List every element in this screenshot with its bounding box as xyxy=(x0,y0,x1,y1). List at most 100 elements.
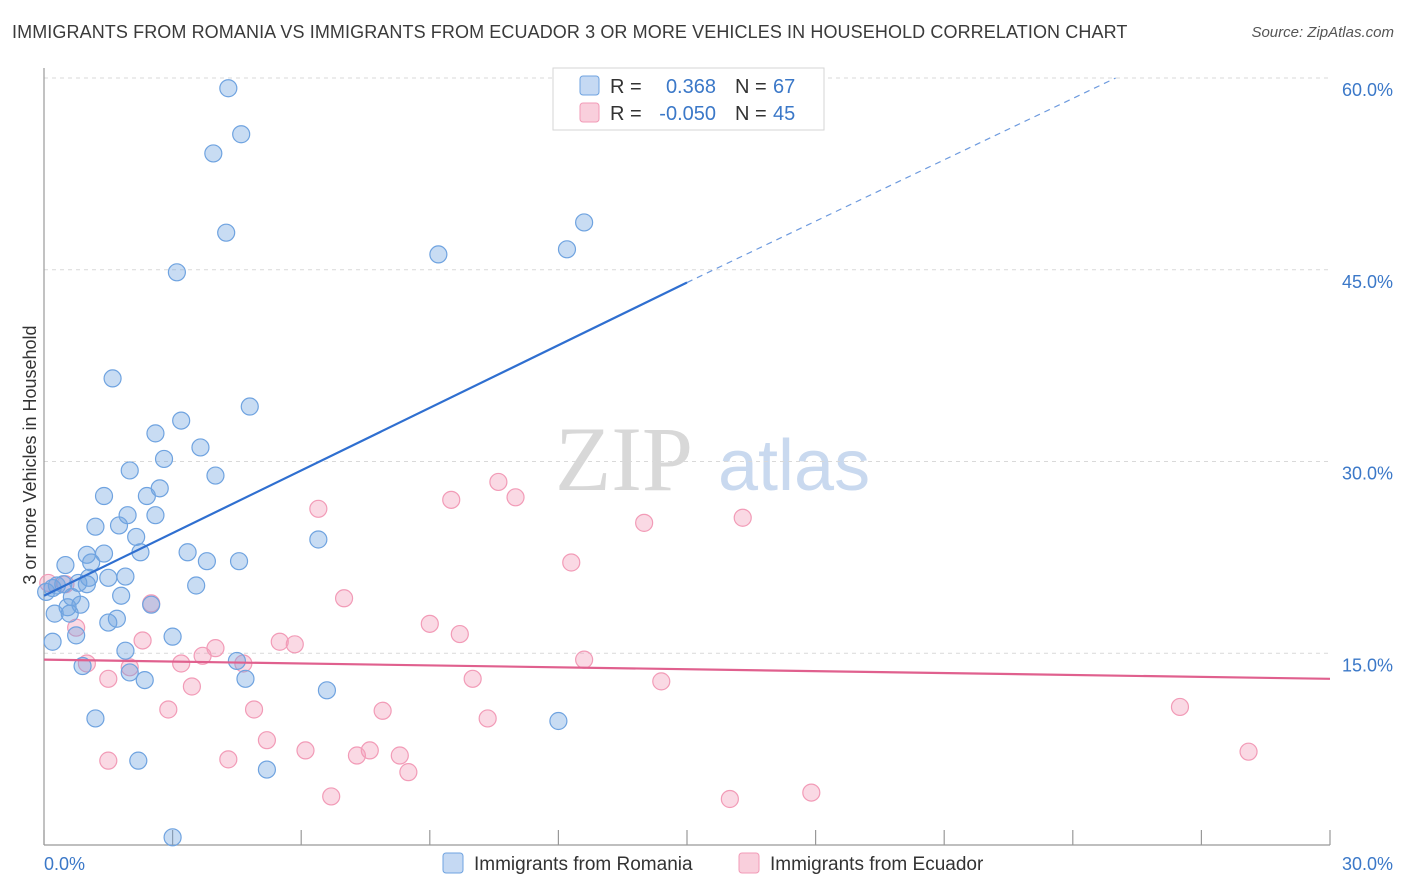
romania-point xyxy=(116,567,135,586)
ecuador-point xyxy=(120,658,139,677)
romania-point xyxy=(154,449,174,469)
series-legend-label-ecuador: Immigrants from Ecuador xyxy=(770,854,984,875)
romania-point xyxy=(549,711,568,731)
ecuador-point xyxy=(296,741,315,760)
legend-n-value-ecuador: 45 xyxy=(773,103,795,125)
ecuador-point xyxy=(390,746,409,765)
romania-point xyxy=(172,411,191,430)
ecuador-points xyxy=(39,472,1258,809)
romania-point xyxy=(127,527,146,547)
legend-swatch-romania xyxy=(579,75,600,96)
romania-point xyxy=(178,543,197,562)
ecuador-point xyxy=(159,700,178,719)
romania-point xyxy=(217,223,236,242)
ecuador-point xyxy=(373,701,392,720)
y-tick-labels: 15.0% 30.0% 45.0% 60.0% xyxy=(1342,80,1393,675)
ecuador-point xyxy=(478,709,497,728)
ecuador-point xyxy=(270,632,289,651)
watermark-zip: ZIP xyxy=(555,408,693,510)
y-tick-label: 45.0% xyxy=(1342,272,1393,292)
romania-point xyxy=(240,397,259,416)
ecuador-point xyxy=(450,624,469,644)
ecuador-point xyxy=(1170,697,1190,717)
romania-point xyxy=(112,586,131,605)
ecuador-point xyxy=(322,787,341,806)
ecuador-point xyxy=(285,635,304,654)
y-tick-label: 15.0% xyxy=(1342,655,1393,675)
romania-point xyxy=(73,656,92,676)
ecuador-point xyxy=(802,783,821,802)
romania-point xyxy=(135,670,154,690)
ecuador-point xyxy=(733,508,752,527)
legend-r-value-romania: 0.368 xyxy=(666,76,716,98)
romania-trendline-extension xyxy=(686,77,1116,284)
legend-n-value-romania: 67 xyxy=(773,76,795,98)
romania-point xyxy=(163,627,182,646)
ecuador-point xyxy=(309,499,328,518)
romania-point xyxy=(167,263,186,282)
romania-points xyxy=(37,79,594,847)
romania-point xyxy=(232,125,251,144)
romania-point xyxy=(43,632,62,651)
romania-point xyxy=(309,530,328,549)
legend-r-value-ecuador: -0.050 xyxy=(659,103,716,125)
legend-n-label-romania: N = xyxy=(735,76,767,98)
ecuador-point xyxy=(99,669,118,688)
series-legend-label-romania: Immigrants from Romania xyxy=(474,854,693,875)
ecuador-point xyxy=(133,631,152,650)
romania-point xyxy=(191,438,210,457)
romania-point xyxy=(142,595,161,614)
ecuador-point xyxy=(652,672,671,691)
series-legend-swatch-ecuador xyxy=(738,852,760,874)
romania-point xyxy=(429,245,448,264)
x-tick-label-min: 0.0% xyxy=(44,854,85,874)
romania-point xyxy=(257,760,277,779)
romania-point xyxy=(137,486,156,506)
romania-point xyxy=(575,213,594,232)
trendlines xyxy=(43,77,1331,680)
ecuador-point xyxy=(334,589,354,608)
ecuador-point xyxy=(506,488,525,507)
romania-point xyxy=(219,79,238,98)
romania-point xyxy=(120,461,139,480)
romania-point xyxy=(163,828,182,847)
romania-point xyxy=(236,669,255,688)
ecuador-point xyxy=(442,490,461,509)
y-tick-label: 30.0% xyxy=(1342,464,1393,484)
source-label: Source: ZipAtlas.com xyxy=(1251,24,1394,41)
romania-point xyxy=(129,751,148,770)
ecuador-point xyxy=(463,669,482,688)
chart-title: IMMIGRANTS FROM ROMANIA VS IMMIGRANTS FR… xyxy=(12,22,1128,42)
ecuador-trendline xyxy=(43,658,1331,680)
romania-trendline xyxy=(43,281,688,597)
ecuador-point xyxy=(182,677,201,696)
ecuador-point xyxy=(489,472,508,492)
watermark-atlas: atlas xyxy=(718,426,870,506)
ecuador-point xyxy=(347,746,367,765)
romania-point xyxy=(37,582,56,601)
ecuador-point xyxy=(219,750,238,769)
ecuador-point xyxy=(244,700,264,719)
romania-point xyxy=(82,553,101,572)
romania-point xyxy=(86,709,105,728)
romania-point xyxy=(86,517,105,536)
romania-point xyxy=(56,555,75,575)
ecuador-point xyxy=(1239,742,1258,761)
romania-point xyxy=(187,576,206,595)
romania-point xyxy=(146,424,165,443)
ecuador-point xyxy=(635,513,654,532)
romania-point xyxy=(206,466,225,485)
romania-point xyxy=(317,681,337,700)
x-ticks xyxy=(43,830,1331,845)
romania-point xyxy=(99,613,118,632)
romania-point xyxy=(94,486,114,506)
ecuador-point xyxy=(420,614,439,633)
ecuador-point xyxy=(257,731,277,750)
romania-point xyxy=(204,144,223,163)
romania-point xyxy=(146,506,165,525)
romania-point xyxy=(227,651,246,671)
romania-point xyxy=(107,609,126,628)
ecuador-point xyxy=(172,654,191,673)
y-tick-label: 60.0% xyxy=(1342,80,1393,100)
